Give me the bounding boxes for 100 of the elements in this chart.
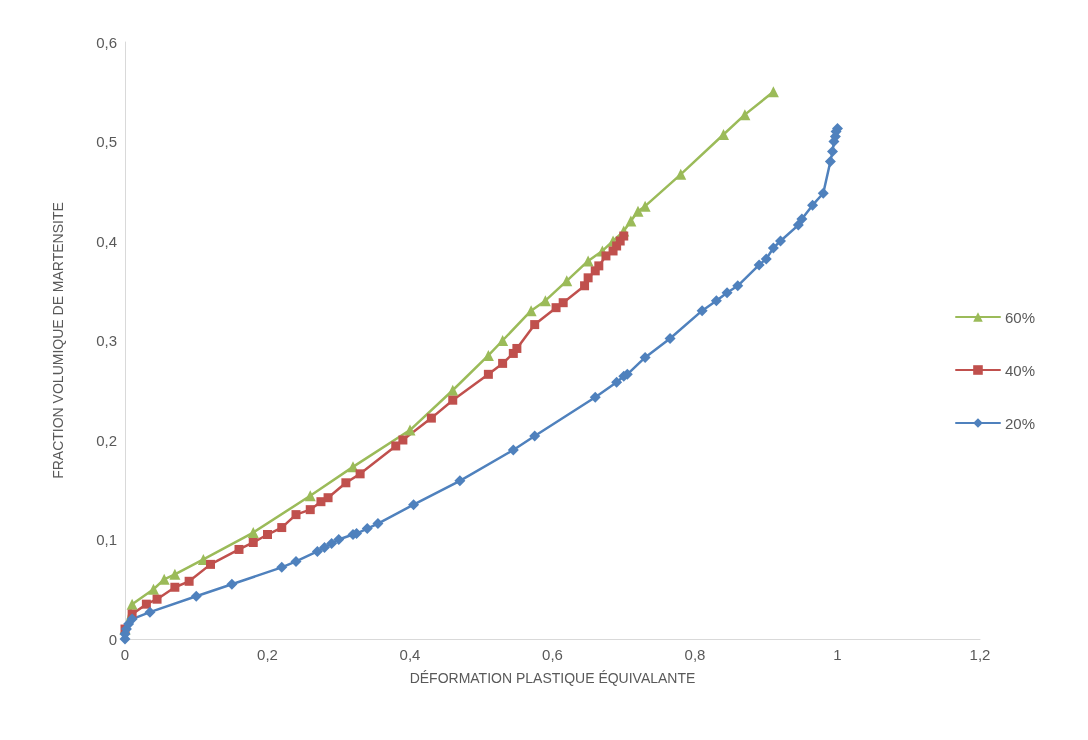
- point: [561, 275, 573, 287]
- point: [696, 305, 708, 317]
- y-tick-label: 0,3: [96, 332, 117, 349]
- point: [807, 199, 819, 211]
- point: [170, 582, 180, 592]
- point: [817, 187, 829, 199]
- point: [632, 205, 644, 217]
- point: [792, 219, 804, 231]
- point: [234, 544, 244, 554]
- point: [426, 413, 436, 423]
- point: [323, 493, 333, 503]
- x-tick-label: 0: [120, 646, 130, 663]
- point: [721, 287, 733, 299]
- x-tick-label: 1,2: [969, 646, 991, 663]
- point: [760, 253, 772, 265]
- x-axis-title: DÉFORMATION PLASTIQUE ÉQUIVALANTE: [409, 670, 696, 686]
- point: [589, 391, 601, 403]
- point: [148, 583, 159, 595]
- point: [718, 129, 729, 141]
- point: [454, 475, 466, 487]
- point: [141, 599, 151, 609]
- point: [190, 590, 202, 602]
- point: [558, 298, 568, 308]
- point: [184, 576, 194, 586]
- point: [372, 518, 384, 530]
- point: [767, 86, 779, 98]
- x-tick-label: 1: [833, 646, 842, 663]
- point: [675, 168, 687, 180]
- point: [739, 109, 751, 121]
- point: [447, 384, 459, 396]
- point: [333, 534, 345, 545]
- point: [512, 343, 522, 353]
- point: [594, 261, 604, 271]
- x-tick-label: 0,2: [257, 646, 278, 663]
- point: [775, 235, 786, 247]
- legend-label: 40%: [1004, 361, 1036, 379]
- point: [291, 510, 301, 520]
- point: [525, 305, 537, 317]
- y-tick-label: 0,2: [96, 431, 117, 449]
- y-tick-label: 0,4: [96, 232, 117, 250]
- legend-label: 60%: [1004, 308, 1036, 326]
- point: [404, 424, 416, 436]
- point: [497, 335, 509, 346]
- point: [732, 280, 744, 292]
- point: [619, 231, 629, 241]
- point: [277, 523, 287, 533]
- point: [753, 259, 765, 271]
- point: [827, 145, 839, 157]
- y-tick-label: 0,5: [96, 133, 117, 150]
- point: [226, 578, 238, 590]
- point: [710, 295, 722, 307]
- point: [305, 505, 315, 515]
- point: [247, 527, 259, 539]
- point: [276, 561, 288, 573]
- point: [530, 320, 540, 330]
- point: [639, 351, 651, 363]
- point: [316, 497, 326, 507]
- point: [169, 568, 181, 580]
- point: [290, 555, 302, 567]
- x-tick-label: 0,6: [542, 646, 563, 663]
- point: [311, 545, 323, 557]
- point: [304, 490, 316, 502]
- point: [408, 499, 420, 511]
- point: [601, 251, 611, 261]
- y-tick-label: 0: [108, 630, 117, 648]
- point: [361, 523, 373, 535]
- point: [639, 200, 651, 212]
- x-tick-label: 0,4: [399, 646, 421, 663]
- point: [664, 333, 676, 345]
- y-tick-label: 0,6: [96, 33, 117, 51]
- point: [398, 435, 408, 445]
- y-tick-label: 0,1: [96, 531, 117, 548]
- point: [206, 559, 215, 569]
- point: [611, 376, 623, 388]
- point: [126, 613, 138, 625]
- point: [498, 358, 508, 368]
- point: [448, 395, 458, 405]
- point: [263, 530, 272, 540]
- point: [391, 441, 401, 451]
- point: [126, 598, 138, 610]
- point: [326, 537, 338, 549]
- point: [583, 273, 593, 283]
- point: [248, 537, 258, 547]
- x-tick-label: 0,8: [684, 646, 706, 663]
- point: [625, 215, 637, 227]
- legend-label: 20%: [1004, 414, 1036, 432]
- point: [144, 606, 156, 618]
- point: [319, 541, 330, 553]
- point: [582, 255, 594, 267]
- point: [767, 242, 779, 254]
- point: [355, 469, 365, 479]
- point: [580, 281, 590, 291]
- point: [551, 303, 561, 313]
- point: [341, 478, 351, 488]
- y-axis-title: FRACTION VOLUMIQUE DE MARTENSITE: [50, 202, 66, 479]
- point: [529, 430, 541, 442]
- point: [539, 295, 551, 307]
- point: [796, 213, 808, 225]
- point: [507, 444, 519, 456]
- point: [483, 369, 493, 379]
